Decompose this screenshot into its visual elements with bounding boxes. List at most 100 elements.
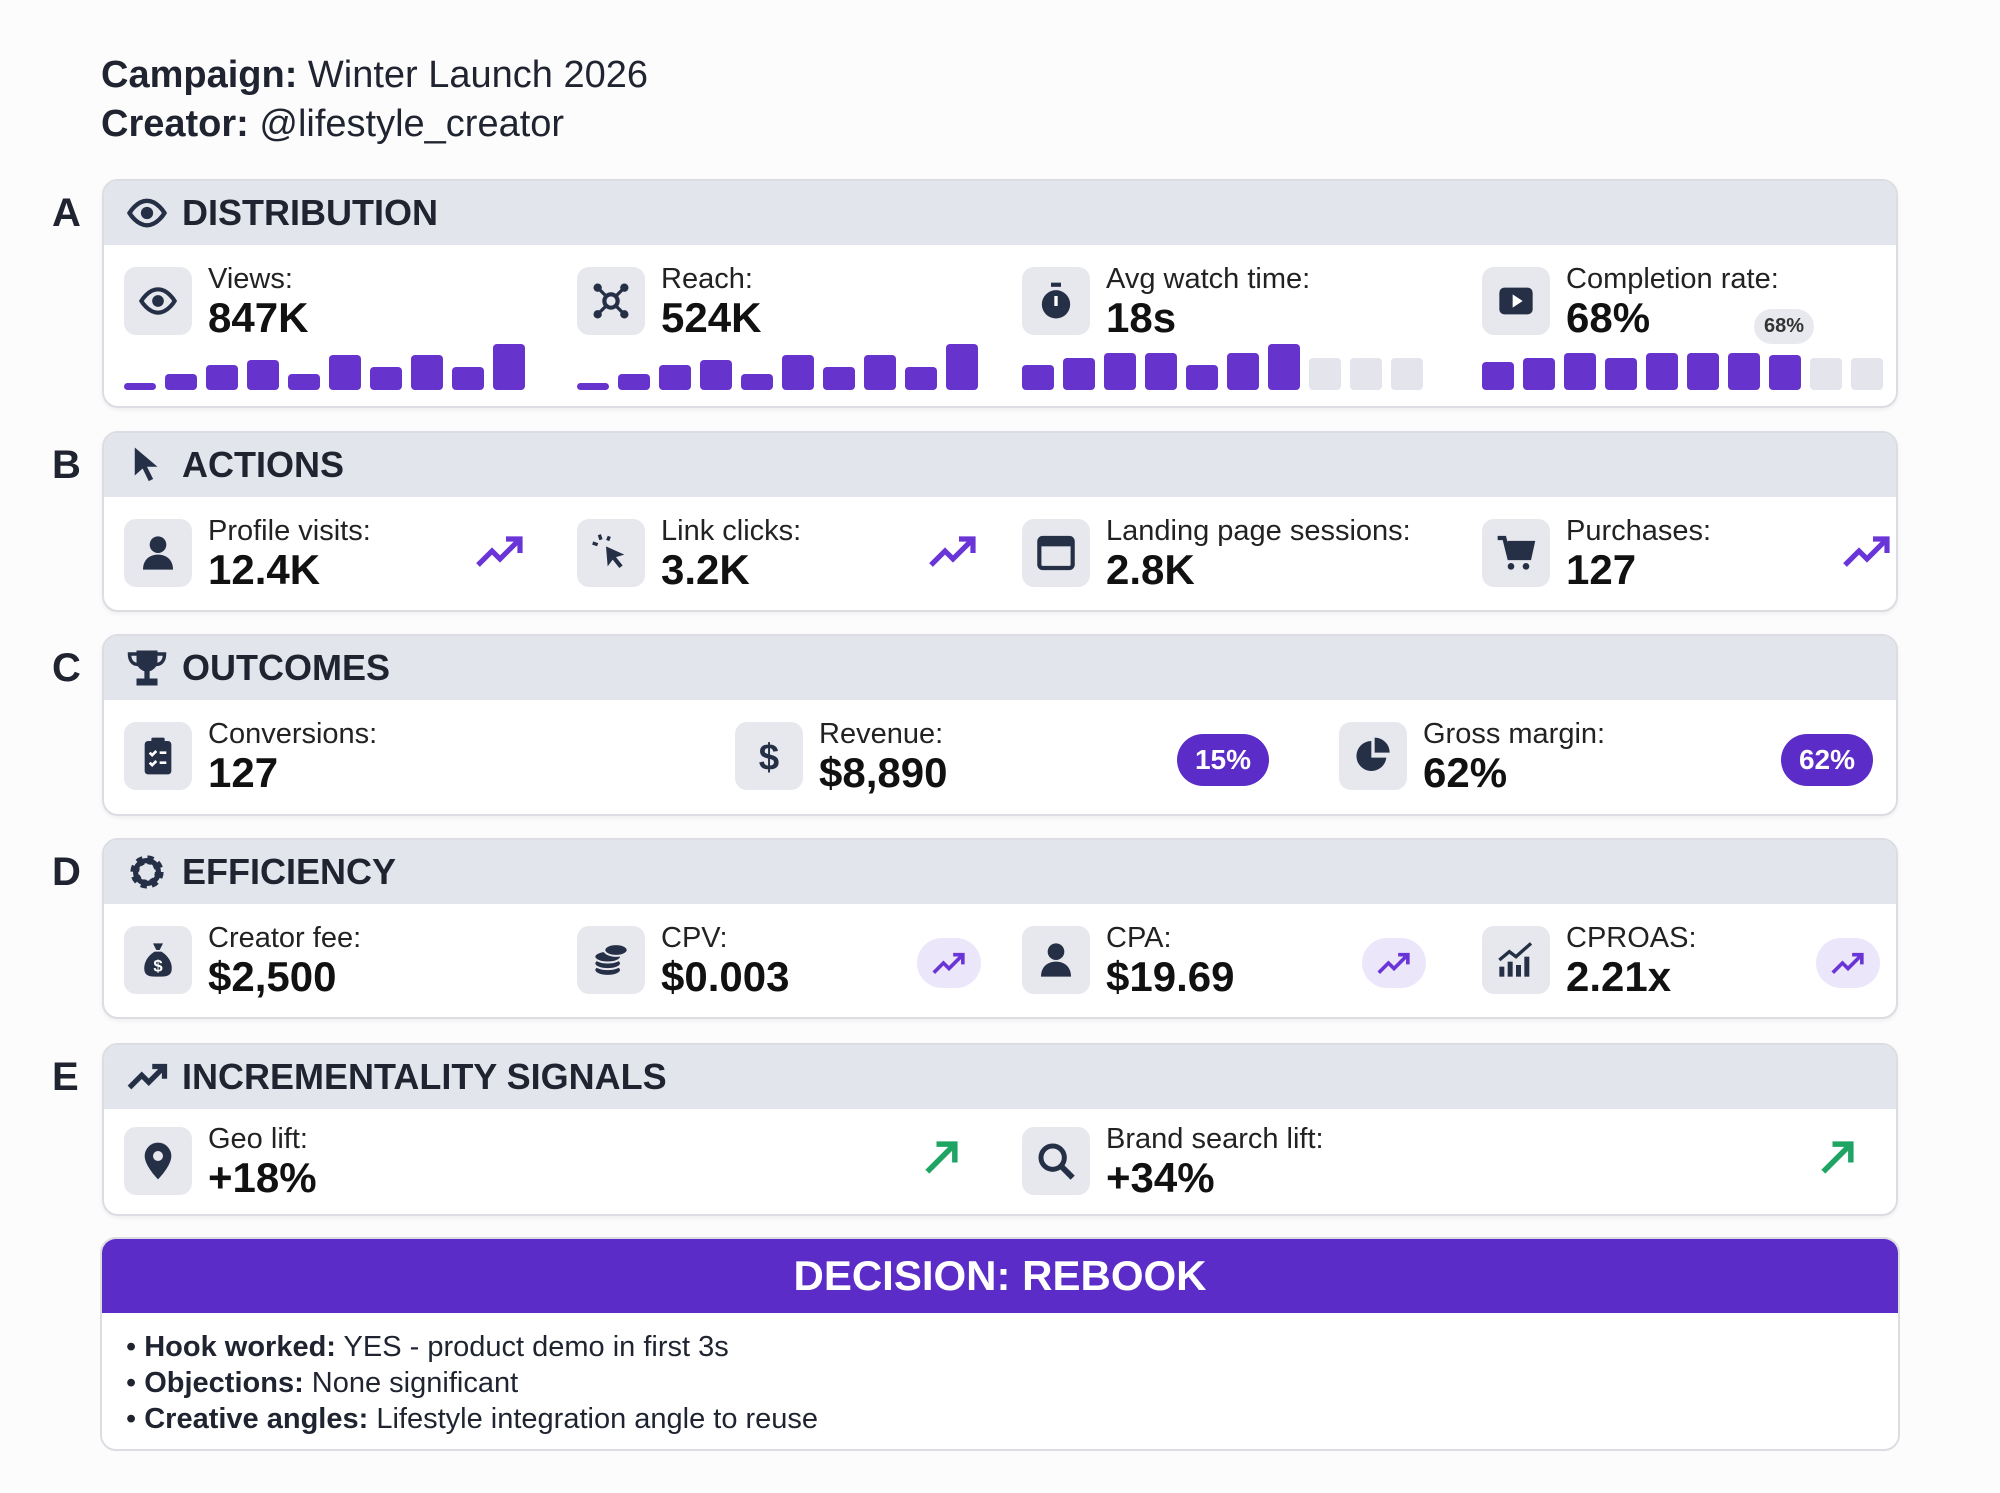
section-letter: D [52, 850, 81, 894]
decision-notes: Hook worked: YES - product demo in first… [102, 1313, 1898, 1437]
spark-bar [659, 365, 691, 390]
trend-up-icon [927, 531, 979, 571]
note-key: Creative angles: [144, 1403, 369, 1435]
metric-label: Conversions: [208, 718, 378, 750]
metric-value: +18% [208, 1154, 317, 1201]
spark-bar [741, 374, 773, 390]
spark-bar [1523, 358, 1555, 390]
note-value: None significant [311, 1367, 519, 1399]
search-icon [1038, 1143, 1075, 1180]
trend-up-icon [474, 531, 526, 571]
spark-bar [823, 367, 855, 390]
note-item: Objections: None significant [126, 1365, 1898, 1401]
metric-value: 127 [1566, 546, 1637, 593]
spark-bar [206, 365, 238, 390]
spark-bar [1728, 353, 1760, 390]
metric-value: 847K [208, 294, 309, 341]
campaign-line: Campaign: Winter Launch 2026 [101, 54, 648, 97]
campaign-name: Winter Launch 2026 [307, 54, 649, 96]
metric-value: 12.4K [208, 546, 321, 593]
metric-value: 127 [208, 749, 279, 796]
metric-label: Geo lift: [208, 1123, 308, 1155]
metric-views: Views: 847K [124, 263, 309, 341]
spark-bar [1104, 353, 1136, 390]
section-header: DISTRIBUTION [104, 181, 1896, 245]
metric-label: Profile visits: [208, 515, 371, 547]
percent-badge: 62% [1781, 734, 1873, 786]
svg-text:$: $ [153, 957, 163, 976]
spark-bar [1605, 358, 1637, 390]
eye-icon [126, 198, 168, 228]
metric-icon-box [124, 722, 192, 790]
coins-icon [593, 943, 629, 977]
decision-panel: DECISION: REBOOK Hook worked: YES - prod… [100, 1237, 1900, 1451]
section-letter: C [52, 646, 81, 690]
metric-icon-box [577, 926, 645, 994]
user-icon [1041, 943, 1071, 977]
percent-badge: 15% [1177, 734, 1269, 786]
svg-text:$: $ [759, 736, 779, 776]
metric-value: $8,890 [819, 749, 948, 796]
network-icon [593, 283, 629, 319]
section-header: EFFICIENCY [104, 840, 1896, 904]
spark-bar [370, 367, 402, 390]
trophy-icon [127, 650, 167, 686]
metric-label: CPROAS: [1566, 922, 1697, 954]
spark-bar [1186, 365, 1218, 390]
trend-up-icon [1376, 949, 1412, 977]
spark-bar [1063, 358, 1095, 390]
spark-bar [124, 383, 156, 390]
dollar-icon: $ [759, 736, 779, 776]
spark-bar [1687, 353, 1719, 390]
metric-conversions: Conversions: 127 [124, 718, 377, 796]
metric-label: CPA: [1106, 922, 1172, 954]
trend-up-badge [1816, 938, 1880, 988]
pie-icon [1356, 737, 1390, 771]
metric-value: +34% [1106, 1154, 1215, 1201]
metric-icon-box [1022, 519, 1090, 587]
metric-avg-watch-time: Avg watch time: 18s [1022, 263, 1310, 341]
metric-icon-box [577, 519, 645, 587]
campaign-label: Campaign: [101, 54, 298, 96]
section-header: INCREMENTALITY SIGNALS [104, 1045, 1896, 1109]
metric-purchases: Purchases: 127 [1482, 515, 1711, 593]
creator-label: Creator: [101, 103, 249, 145]
metric-label: Views: [208, 263, 293, 295]
user-icon [143, 536, 173, 570]
metric-brand-search-lift: Brand search lift: +34% [1022, 1123, 1324, 1201]
metric-value: $19.69 [1106, 953, 1235, 1000]
metric-label: Completion rate: [1566, 263, 1779, 295]
note-value: Lifestyle integration angle to reuse [376, 1403, 819, 1435]
creator-line: Creator: @lifestyle_creator [101, 103, 564, 146]
completion-marker: 68% [1754, 309, 1815, 344]
click-icon [592, 534, 625, 568]
metric-value: 2.21x [1566, 953, 1672, 1000]
metric-value: 524K [661, 294, 762, 341]
metric-icon-box [124, 1127, 192, 1195]
note-key: Objections: [144, 1367, 304, 1399]
metric-link-clicks: Link clicks: 3.2K [577, 515, 801, 593]
metric-revenue: $ Revenue: $8,890 [735, 718, 948, 796]
metric-label: CPV: [661, 922, 728, 954]
section-title: DISTRIBUTION [182, 192, 438, 233]
decision-title: DECISION: REBOOK [102, 1239, 1898, 1313]
stopwatch-icon [1041, 282, 1071, 319]
metric-value: $2,500 [208, 953, 337, 1000]
metric-creator-fee: $ Creator fee: $2,500 [124, 922, 361, 1000]
section-outcomes: OUTCOMES Conversions: 127 $ Revenue: $8,890 15… [102, 634, 1898, 816]
spark-bar [165, 374, 197, 390]
trend-icon [127, 1063, 168, 1090]
metric-label: Creator fee: [208, 922, 362, 954]
note-item: Hook worked: YES - product demo in first… [126, 1329, 1898, 1365]
sparkline [577, 344, 978, 390]
trend-up-badge [917, 938, 981, 988]
metric-cproas: CPROAS: 2.21x [1482, 922, 1697, 1000]
metric-icon-box [124, 267, 192, 335]
metric-label: Revenue: [819, 718, 944, 750]
metric-icon-box [1482, 519, 1550, 587]
metric-value: 62% [1423, 749, 1508, 796]
metric-label: Link clicks: [661, 515, 802, 547]
spark-bar [1227, 353, 1259, 390]
spark-bar [1769, 355, 1801, 390]
arrow-up-right-icon [1816, 1135, 1860, 1179]
